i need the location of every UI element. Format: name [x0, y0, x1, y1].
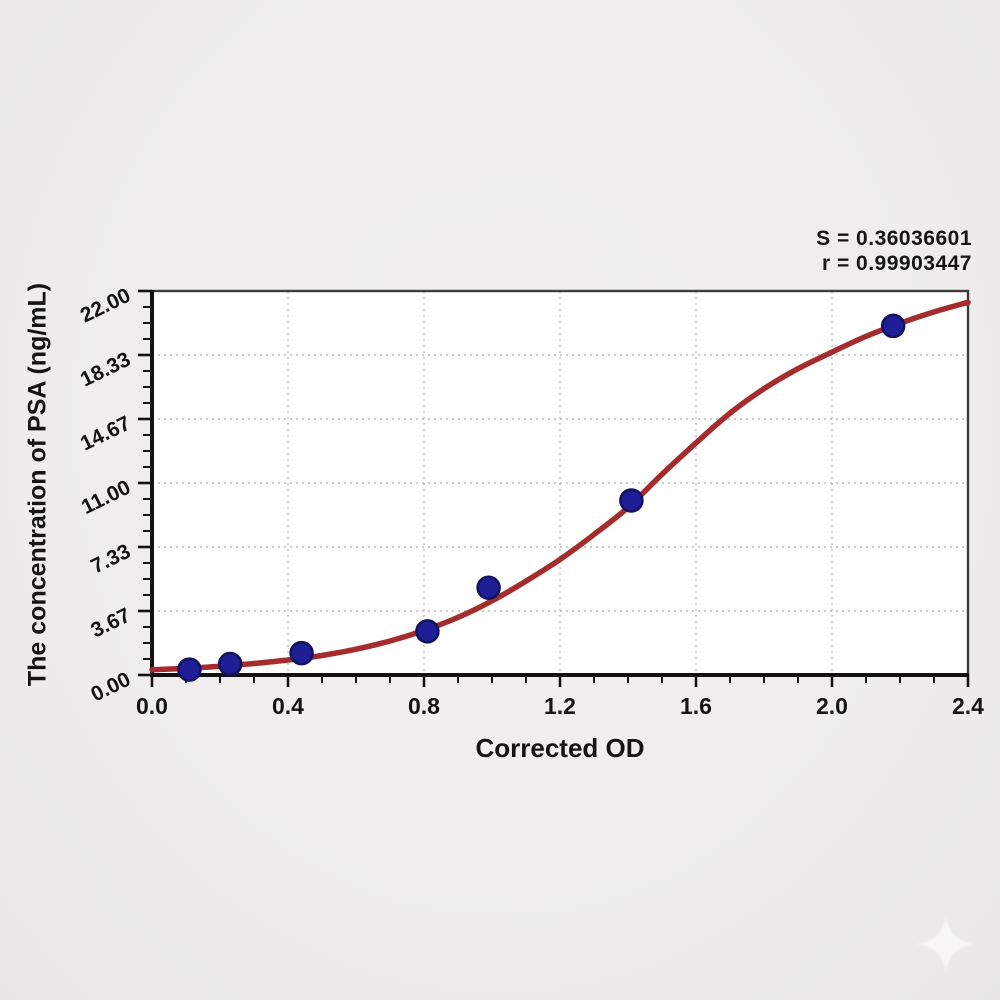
x-tick-label: 0.4	[272, 693, 304, 719]
fit-curve	[149, 299, 971, 673]
sparkle-icon	[917, 915, 975, 973]
data-point	[619, 488, 644, 513]
y-tick-label: 11.00	[78, 476, 134, 519]
y-axis-title: The concentration of PSA (ng/mL)	[23, 282, 52, 687]
x-tick-label: 0.0	[136, 693, 168, 719]
data-point	[476, 575, 501, 600]
x-tick-label: 0.8	[408, 693, 440, 719]
y-tick-label: 0.00	[87, 668, 134, 707]
fit-statistics: S = 0.36036601 r = 0.99903447	[816, 226, 972, 276]
sparkle-watermark	[917, 915, 975, 973]
x-axis-title: Corrected OD	[475, 733, 645, 763]
x-tick-label: 1.2	[544, 693, 576, 719]
fit-stat-r: r = 0.99903447	[821, 252, 972, 275]
x-tick-label: 2.4	[952, 693, 984, 719]
y-tick-label: 7.33	[87, 540, 134, 579]
data-point	[217, 651, 243, 677]
x-tick-label: 1.6	[680, 693, 712, 719]
data-point	[880, 313, 906, 339]
y-tick-label: 22.00	[77, 284, 134, 328]
y-tick-label: 3.67	[87, 604, 134, 643]
x-tick-label: 2.0	[816, 693, 848, 719]
y-tick-label: 18.33	[77, 348, 134, 392]
data-point	[289, 640, 314, 666]
y-tick-label: 14.67	[77, 412, 134, 456]
data-point	[415, 619, 440, 644]
data-point	[177, 657, 202, 682]
fit-stat-s: S = 0.36036601	[816, 227, 972, 250]
